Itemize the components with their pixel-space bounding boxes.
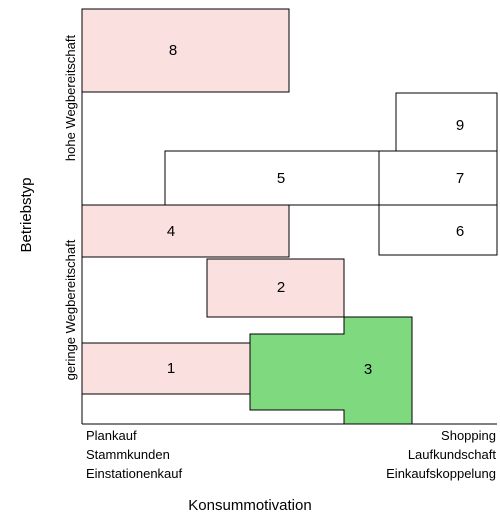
x-label-left-1: Plankauf (86, 428, 137, 443)
y-label-high: hohe Wegbereitschaft (63, 34, 78, 161)
box-2 (206, 258, 345, 318)
box-8-label: 8 (169, 42, 177, 59)
x-label-left-3: Einstationenkauf (86, 466, 183, 481)
box-8 (81, 8, 290, 93)
box-3 (249, 316, 413, 425)
box-1-label: 1 (167, 360, 175, 377)
y-axis-title: Betriebstyp (18, 177, 35, 252)
x-label-right-1: Shopping (441, 428, 496, 443)
x-axis-title: Konsummotivation (188, 497, 312, 514)
box-2-label: 2 (277, 279, 285, 296)
x-label-right-2: Laufkundschaft (407, 447, 496, 462)
x-label-left-2: Stammkunden (86, 447, 170, 462)
box-6 (378, 204, 498, 256)
y-label-low: geringe Wegbereitschaft (63, 239, 78, 380)
box-5-label: 5 (277, 170, 285, 187)
box-3-label: 3 (364, 361, 372, 378)
x-label-right-3: Einkaufskoppelung (386, 466, 496, 481)
box-1 (81, 342, 251, 395)
box-7 (378, 150, 498, 206)
box-4-label: 4 (167, 223, 175, 240)
box-9 (395, 92, 498, 152)
box-5 (164, 150, 380, 206)
box-7-label: 7 (456, 170, 464, 187)
box-4 (81, 204, 290, 258)
box-6-label: 6 (456, 223, 464, 240)
box-9-label: 9 (456, 117, 464, 134)
